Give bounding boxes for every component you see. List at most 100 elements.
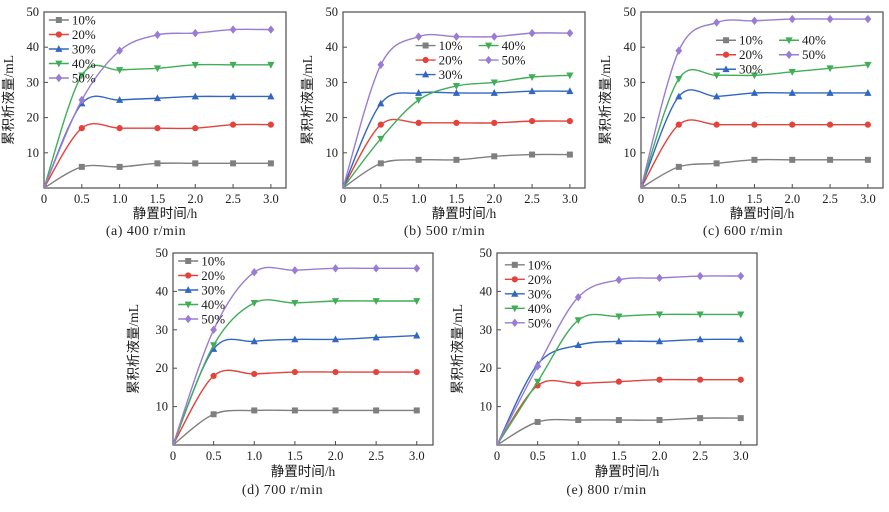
data-point-50%: [655, 273, 663, 283]
data-point-20%: [655, 376, 663, 383]
y-tick-label: 10: [325, 146, 338, 160]
y-axis-label: 累积析液量/mL: [1, 55, 16, 145]
legend-marker-20%: [511, 276, 518, 283]
x-tick-label: 1.5: [448, 192, 464, 206]
data-point-20%: [229, 121, 237, 128]
data-point-30%: [574, 341, 582, 349]
legend-label-50%: 50%: [527, 315, 551, 330]
data-point-10%: [377, 160, 384, 167]
legend-label-20%: 20%: [739, 47, 763, 62]
y-tick-label: 20: [27, 111, 40, 125]
data-point-40%: [675, 75, 683, 83]
data-point-20%: [789, 121, 796, 128]
x-tick-label: 2.5: [822, 192, 838, 206]
data-point-50%: [574, 292, 582, 302]
data-point-40%: [209, 342, 217, 350]
y-tick-label: 50: [325, 5, 338, 19]
legend-marker-30%: [55, 45, 63, 52]
x-axis-label: 静置时间/h: [431, 206, 496, 221]
legend-marker-10%: [422, 42, 429, 49]
y-axis-label: 累积析液量/mL: [450, 304, 465, 394]
legend-label-40%: 40%: [201, 297, 225, 312]
legend-marker-20%: [55, 31, 62, 38]
y-tick-label: 30: [624, 75, 637, 89]
x-tick-label: 0: [493, 449, 499, 463]
data-point-40%: [78, 72, 86, 80]
x-tick-label: 0: [638, 192, 644, 206]
legend-label-20%: 20%: [527, 272, 551, 287]
axis-box: [43, 11, 287, 189]
data-point-50%: [788, 14, 796, 24]
data-point-40%: [267, 61, 275, 69]
legend-marker-30%: [184, 286, 192, 293]
x-tick-label: 0.5: [74, 192, 90, 206]
legend-marker-10%: [723, 37, 730, 44]
legend-marker-20%: [722, 51, 730, 58]
data-point-40%: [696, 311, 704, 319]
y-tick-label: 50: [479, 246, 492, 260]
series-line-30%: [44, 95, 271, 188]
data-point-30%: [412, 331, 420, 339]
data-point-20%: [377, 121, 384, 128]
data-point-50%: [290, 266, 298, 275]
data-point-10%: [413, 407, 420, 414]
x-tick-label: 2.5: [368, 449, 384, 463]
chart-canvas-d: 0 0.5 1.0 1.5 2.0 2.5 3.0 10 20 30 40 50 静置时间/h 累积析液量…: [126, 246, 434, 479]
x-tick-label: 1.0: [246, 449, 262, 463]
legend-label-10%: 10%: [739, 33, 763, 48]
chart-canvas-e: 0 0.5 1.0 1.5 2.0 2.5 3.0 10 20 30 40 50 静置时间/h 累积析液量…: [450, 246, 758, 479]
data-point-50%: [209, 325, 217, 334]
data-point-10%: [696, 415, 703, 422]
subplot-caption-d: (d) 700 r/min: [241, 483, 324, 498]
y-tick-label: 30: [479, 323, 492, 337]
data-point-30%: [696, 335, 704, 343]
x-tick-label: 3.0: [263, 192, 279, 206]
x-tick-label: 2.5: [692, 449, 708, 463]
data-point-30%: [153, 94, 162, 102]
data-point-10%: [490, 153, 497, 160]
legend-marker-30%: [722, 65, 730, 73]
axis-box: [171, 252, 434, 446]
chart-canvas-b: 0 0.5 1.0 1.5 2.0 2.5 3.0 10 20 30 40 50 静置时间/h 累积析液量…: [300, 5, 586, 221]
data-point-50%: [490, 32, 498, 41]
series-group: [44, 25, 275, 188]
x-tick-label: 1.0: [112, 192, 128, 206]
data-point-20%: [675, 121, 682, 128]
data-point-10%: [656, 417, 662, 424]
legend: 10%20%30% 40%50%: [716, 33, 826, 77]
y-axis-label: 累积析液量/mL: [598, 55, 613, 145]
y-tick-label: 30: [27, 75, 40, 89]
data-point-20%: [267, 121, 274, 128]
legend-label-10%: 10%: [201, 254, 225, 269]
legend-label-50%: 50%: [72, 71, 96, 86]
series-line-10%: [172, 409, 417, 445]
data-point-40%: [614, 313, 622, 321]
data-point-20%: [210, 372, 217, 379]
y-axis-label: 累积析液量/mL: [300, 55, 315, 145]
data-point-10%: [615, 417, 622, 424]
data-point-30%: [788, 89, 796, 96]
axis-box: [341, 11, 586, 189]
x-tick-label: 2.0: [486, 192, 502, 206]
data-point-20%: [864, 121, 871, 128]
data-point-20%: [826, 121, 834, 128]
data-point-40%: [565, 72, 573, 80]
y-tick-label: 20: [155, 361, 168, 375]
data-point-50%: [533, 362, 541, 371]
x-tick-label: 3.0: [408, 449, 424, 463]
subplot-caption-b: (b) 500 r/min: [403, 224, 486, 239]
data-point-30%: [864, 89, 872, 96]
data-point-10%: [372, 407, 379, 414]
data-point-50%: [116, 46, 124, 55]
x-tick-label: 1.0: [570, 449, 586, 463]
data-point-40%: [331, 298, 339, 305]
y-tick-label: 10: [479, 400, 492, 414]
data-point-30%: [527, 87, 536, 95]
data-point-30%: [414, 89, 422, 96]
data-point-10%: [291, 407, 298, 414]
subplot-row-bottom: 0 0.5 1.0 1.5 2.0 2.5 3.0 10 20 30 40 50 静置时间/h 累积析液量…: [0, 245, 889, 500]
y-tick-label: 20: [325, 111, 338, 125]
data-point-20%: [415, 119, 422, 126]
y-tick-label: 20: [479, 361, 492, 375]
